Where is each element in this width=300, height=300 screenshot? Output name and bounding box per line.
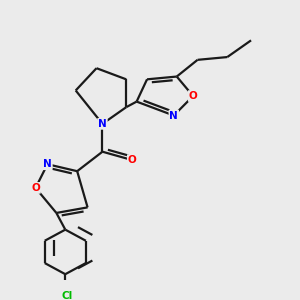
Text: O: O — [189, 91, 197, 101]
Text: N: N — [169, 110, 178, 121]
Text: N: N — [43, 159, 52, 169]
Text: Cl: Cl — [61, 292, 72, 300]
Text: O: O — [128, 155, 136, 165]
Text: O: O — [31, 183, 40, 193]
Text: N: N — [98, 119, 107, 129]
